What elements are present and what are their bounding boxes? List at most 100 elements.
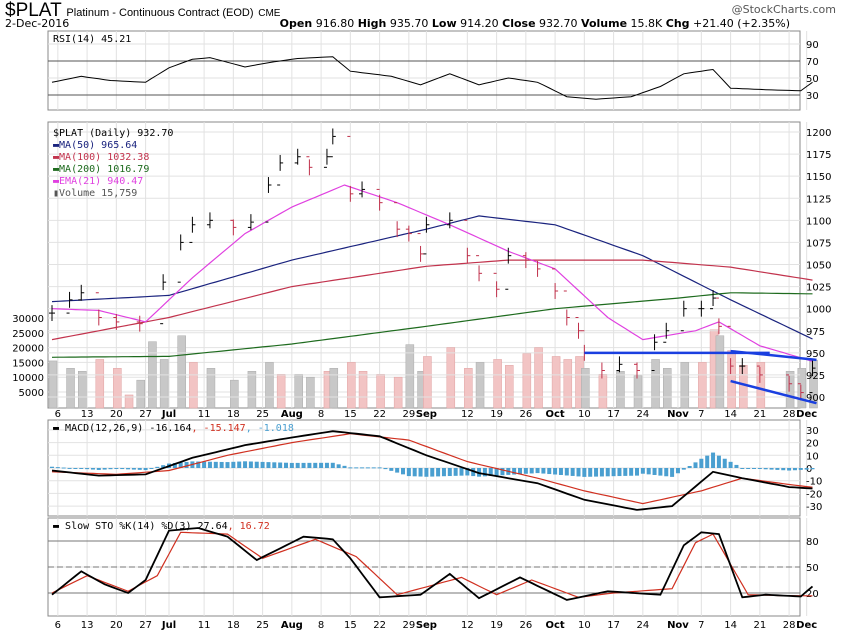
macd-histogram-bar: [605, 468, 610, 477]
volume-bar: [598, 373, 608, 409]
chg-label: Chg: [665, 17, 690, 30]
macd-histogram-bar: [225, 462, 230, 468]
macd-histogram-bar: [658, 468, 663, 476]
macd-histogram-bar: [599, 468, 604, 477]
volume-bar: [785, 371, 795, 409]
x-tick-label: 24: [636, 620, 649, 631]
ohlc-bar: [634, 362, 640, 379]
x-tick-label: 13: [81, 409, 94, 420]
volume-tick-label: 10000: [12, 373, 44, 384]
macd-tick-label: 0: [806, 464, 812, 475]
volume-bar: [493, 359, 502, 409]
macd-histogram-bar: [640, 468, 645, 474]
macd-legend: ▬ MACD(12,26,9) -16.164, -15.147, -1.018: [53, 423, 294, 434]
price-tick-label: 925: [806, 371, 825, 382]
ohlc-bar: [376, 188, 383, 211]
macd-histogram-bar: [50, 466, 54, 468]
sto-legend-text: Slow STO %K(14) %D(3): [65, 521, 192, 532]
macd-histogram-bar: [172, 463, 177, 468]
macd-histogram-bar: [705, 455, 710, 468]
x-tick-label: 8: [318, 620, 324, 631]
macd-histogram-bar: [383, 468, 388, 470]
ohlc-bar: [347, 135, 354, 202]
macd-histogram-bar: [126, 468, 131, 470]
volume-bar: [464, 368, 473, 409]
close-label: Close: [502, 17, 536, 30]
macd-histogram-bar: [430, 468, 435, 477]
x-tick-label: Nov: [667, 620, 689, 631]
macd-histogram-bar: [155, 466, 160, 468]
ohlc-bar: [651, 334, 658, 371]
macd-histogram-bar: [734, 464, 739, 468]
macd-histogram-bar: [348, 467, 353, 469]
sto-d-value: , 16.72: [227, 521, 270, 532]
ohlc-bar: [49, 305, 55, 322]
trendline: [730, 349, 817, 362]
x-tick-label: 11: [198, 409, 211, 420]
volume-bar: [306, 376, 315, 409]
macd-histogram-bar: [570, 468, 575, 476]
volume-bar: [551, 356, 561, 409]
macd-histogram-bar: [482, 468, 487, 477]
macd-histogram-bar: [237, 461, 242, 468]
macd-histogram-bar: [395, 468, 400, 473]
macd-histogram-bar: [67, 467, 72, 469]
macd-histogram-bar: [137, 468, 142, 470]
volume-bar: [124, 394, 134, 409]
macd-tick-label: 30: [806, 426, 819, 437]
x-tick-label: 28: [783, 620, 796, 631]
macd-histogram-bar: [424, 468, 429, 477]
open-label: Open: [279, 17, 313, 30]
volume-bar: [446, 347, 456, 409]
macd-histogram-bar: [652, 468, 657, 475]
ohlc-bar: [329, 128, 336, 158]
x-tick-label: 10: [578, 620, 591, 631]
macd-histogram-bar: [330, 462, 335, 468]
volume-bar: [651, 359, 660, 409]
rsi-line: [51, 56, 813, 100]
x-tick-label: 29: [402, 409, 415, 420]
x-tick-label: 19: [490, 409, 503, 420]
macd-histogram-bar: [254, 461, 259, 468]
macd-histogram-bar: [746, 468, 751, 469]
macd-histogram-bar: [412, 468, 417, 477]
price-tick-label: 1175: [806, 150, 831, 161]
x-tick-label: 20: [110, 409, 123, 420]
price-tick-label: 950: [806, 349, 825, 360]
ohlc-bar: [247, 214, 254, 231]
volume-bar: [95, 359, 105, 409]
price-tick-label: 1075: [806, 238, 831, 249]
macd-histogram-bar: [371, 467, 376, 469]
macd-histogram-bar: [763, 468, 768, 470]
macd-histogram-bar: [582, 468, 587, 477]
rsi-legend: RSI(14) 45.21: [53, 34, 131, 46]
macd-histogram-bar: [553, 468, 558, 475]
macd-histogram-bar: [681, 468, 686, 470]
x-tick-label: 7: [698, 409, 704, 420]
macd-histogram-bar: [436, 468, 441, 477]
macd-histogram-bar: [781, 468, 786, 471]
volume-bar: [756, 362, 766, 409]
sto-tick-label: 80: [806, 537, 819, 548]
x-tick-label: Aug: [281, 620, 303, 631]
volume-bar: [739, 365, 748, 409]
macd-histogram-bar: [102, 468, 107, 470]
macd-histogram-bar: [243, 461, 248, 468]
price-tick-label: 900: [806, 393, 825, 404]
high-label: High: [357, 17, 387, 30]
ohlc-bar: [160, 274, 167, 325]
ohlc-bar: [78, 284, 85, 301]
macd-histogram-bar: [588, 468, 593, 477]
ohlc-bar: [680, 300, 687, 332]
volume-tick-label: 30000: [12, 314, 44, 325]
x-tick-label: 8: [318, 409, 324, 420]
ohlc-bar: [710, 290, 717, 310]
ma50-line: [51, 215, 813, 340]
x-tick-label: 18: [227, 620, 240, 631]
volume-bar: [423, 356, 432, 409]
macd-histogram-bar: [90, 468, 95, 470]
x-tick-label: 14: [724, 620, 737, 631]
volume-bar: [358, 371, 368, 409]
volume-tick-label: 20000: [12, 344, 44, 355]
